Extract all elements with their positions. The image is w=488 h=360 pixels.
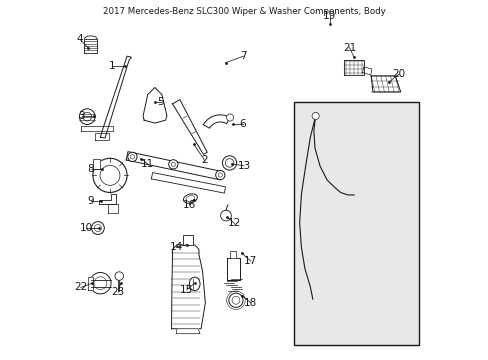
Circle shape <box>89 273 111 294</box>
Text: 5: 5 <box>157 97 164 107</box>
Polygon shape <box>171 245 205 329</box>
Text: 19: 19 <box>323 11 336 21</box>
Text: 23: 23 <box>111 287 124 297</box>
Text: 16: 16 <box>183 200 196 210</box>
Polygon shape <box>107 204 118 213</box>
Circle shape <box>220 210 231 221</box>
Ellipse shape <box>189 277 200 291</box>
Polygon shape <box>84 39 97 53</box>
Text: 1: 1 <box>109 61 115 71</box>
Circle shape <box>79 109 95 125</box>
Ellipse shape <box>183 194 197 203</box>
Polygon shape <box>100 56 131 138</box>
Circle shape <box>83 112 91 121</box>
Text: 15: 15 <box>180 285 193 294</box>
Text: 4: 4 <box>77 35 83 44</box>
Text: 22: 22 <box>74 283 87 292</box>
Text: 21: 21 <box>342 42 355 53</box>
Polygon shape <box>344 60 363 75</box>
Text: 14: 14 <box>170 242 183 252</box>
Polygon shape <box>226 258 239 280</box>
Text: 18: 18 <box>244 298 257 308</box>
Polygon shape <box>143 87 166 123</box>
Circle shape <box>228 293 243 307</box>
Polygon shape <box>99 194 116 204</box>
Polygon shape <box>176 329 200 334</box>
Polygon shape <box>362 67 371 75</box>
Text: 2: 2 <box>201 156 207 166</box>
Polygon shape <box>370 85 395 92</box>
Polygon shape <box>172 100 209 156</box>
Text: 12: 12 <box>227 219 241 228</box>
Circle shape <box>127 152 137 162</box>
Polygon shape <box>95 133 109 140</box>
Circle shape <box>93 158 127 193</box>
Text: 6: 6 <box>239 119 245 129</box>
Circle shape <box>226 114 233 121</box>
Text: 7: 7 <box>240 51 246 61</box>
Polygon shape <box>183 235 192 245</box>
Circle shape <box>311 112 319 120</box>
Text: 17: 17 <box>244 256 257 266</box>
Circle shape <box>168 160 178 169</box>
Text: 8: 8 <box>87 164 94 174</box>
Text: 9: 9 <box>87 196 94 206</box>
Polygon shape <box>370 69 395 76</box>
Circle shape <box>215 170 224 180</box>
Polygon shape <box>230 251 236 258</box>
Polygon shape <box>88 277 93 289</box>
Circle shape <box>91 222 104 234</box>
Circle shape <box>222 156 236 170</box>
Polygon shape <box>151 172 225 193</box>
Polygon shape <box>93 159 100 169</box>
Text: 10: 10 <box>80 223 93 233</box>
Text: 11: 11 <box>141 159 154 169</box>
Polygon shape <box>81 126 113 131</box>
Text: 3: 3 <box>78 111 84 121</box>
FancyBboxPatch shape <box>293 102 418 346</box>
Polygon shape <box>370 77 395 84</box>
Polygon shape <box>203 115 230 128</box>
Text: 13: 13 <box>237 161 250 171</box>
Text: 20: 20 <box>392 69 405 79</box>
Polygon shape <box>126 152 222 180</box>
Circle shape <box>115 272 123 280</box>
Text: 2017 Mercedes-Benz SLC300 Wiper & Washer Components, Body: 2017 Mercedes-Benz SLC300 Wiper & Washer… <box>103 8 385 17</box>
